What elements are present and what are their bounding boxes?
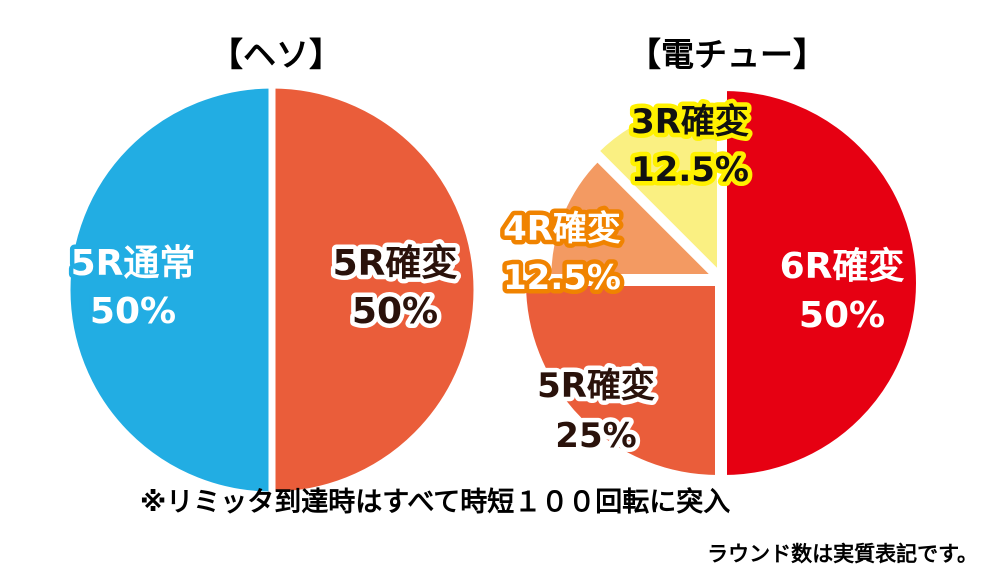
heso-chart-title: 【ヘソ】 <box>210 35 342 74</box>
limiter-footnote: ※リミッタ到達時はすべて時短１００回転に突入 <box>140 487 731 518</box>
heso-slice-0-name-outline: 5R確変 <box>333 242 458 284</box>
denchu-slice-2 <box>545 155 719 280</box>
heso-slice-0-value: 50% <box>352 291 438 332</box>
denchu-slice-0-name-outline: 6R確変 <box>780 245 905 287</box>
heso-slice-0-value-outline: 50% <box>352 291 438 332</box>
denchu-slice-2-name-outline: 4R確変 <box>503 209 621 249</box>
denchu-slice-3-name: 3R確変 <box>631 102 749 142</box>
denchu-slice-1-value: 25% <box>555 416 636 456</box>
heso-pie-chart <box>63 81 481 499</box>
heso-slice-1-value: 50% <box>90 291 176 332</box>
heso-slice-1 <box>63 81 276 499</box>
denchu-slice-3 <box>592 96 723 278</box>
denchu-slice-1 <box>520 280 721 481</box>
denchu-slice-3-value-outline: 12.5% <box>631 150 749 190</box>
denchu-slice-1-name-outline: 5R確変 <box>537 366 655 406</box>
denchu-slice-0 <box>721 85 922 481</box>
slice-labels: 5R確変5R確変50%50%5R通常5R通常50%50%6R確変6R確変50%5… <box>66 98 909 461</box>
denchu-slice-2-value: 12.5% <box>503 258 621 298</box>
denchu-pie-chart <box>520 85 922 481</box>
denchu-slice-0-name: 6R確変 <box>780 245 905 287</box>
denchu-slice-1-name: 5R確変 <box>537 366 655 406</box>
heso-slice-0-name: 5R確変 <box>333 242 458 284</box>
denchu-slice-2-name: 4R確変 <box>503 209 621 249</box>
heso-slice-1-value-outline: 50% <box>90 291 176 332</box>
denchu-slice-1-value-outline: 25% <box>555 416 636 456</box>
denchu-slice-3-value: 12.5% <box>631 150 749 190</box>
round-note: ラウンド数は実質表記です。 <box>707 542 978 566</box>
denchu-slice-2-value-outline: 12.5% <box>503 258 621 298</box>
heso-slice-0 <box>268 81 481 499</box>
denchu-slice-0-value: 50% <box>799 295 885 336</box>
heso-slice-1-name-outline: 5R通常 <box>71 243 196 284</box>
denchu-chart-title: 【電チュー】 <box>628 35 826 74</box>
denchu-slice-0-value-outline: 50% <box>799 295 885 336</box>
denchu-slice-3-name-outline: 3R確変 <box>631 102 749 142</box>
heso-slice-1-name: 5R通常 <box>71 243 196 284</box>
